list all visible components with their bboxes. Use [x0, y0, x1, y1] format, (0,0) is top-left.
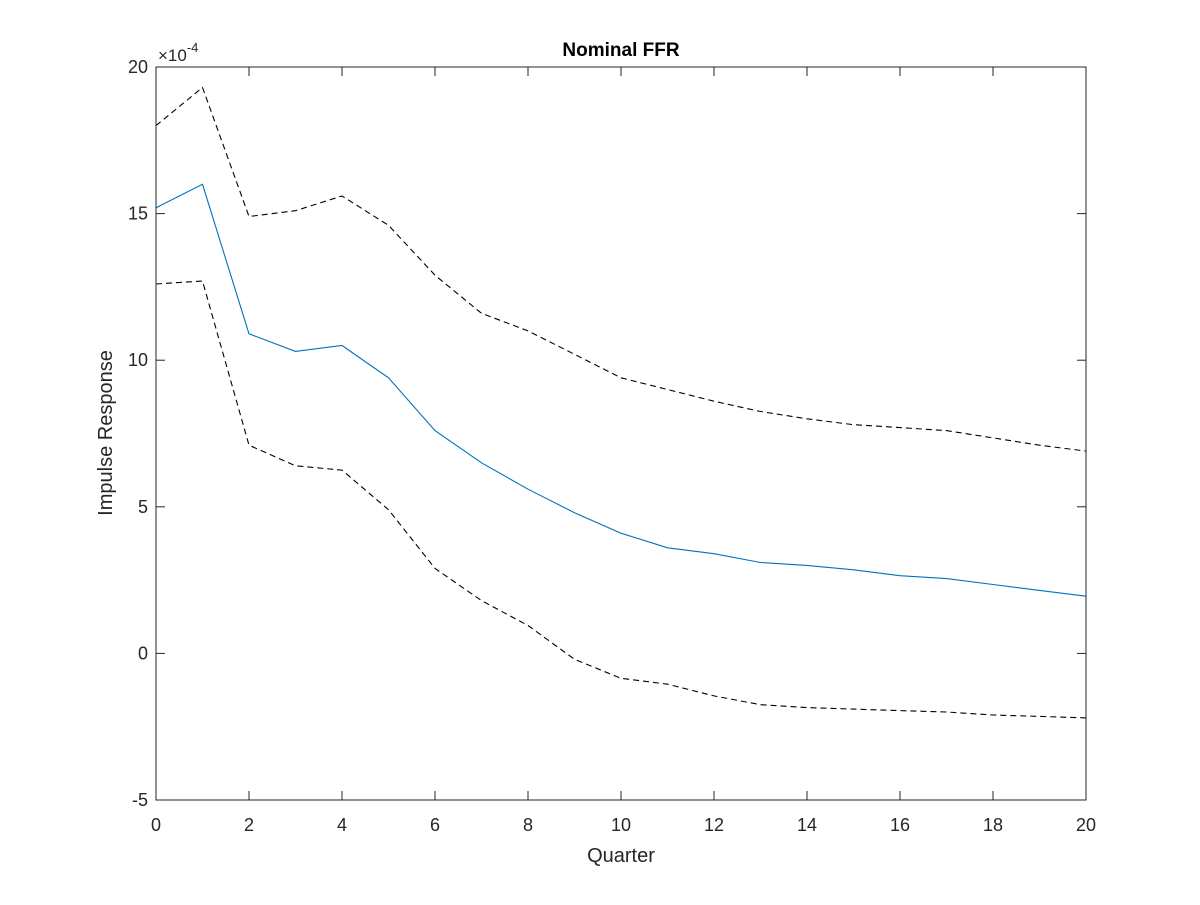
x-tick-label: 20 [1076, 815, 1096, 835]
exponent-power: -4 [187, 40, 199, 55]
x-tick-label: 4 [337, 815, 347, 835]
series-line-upper-band [155, 86, 1087, 452]
x-tick-label: 18 [983, 815, 1003, 835]
x-tick-label: 14 [797, 815, 817, 835]
chart-title: Nominal FFR [562, 40, 679, 61]
x-tick-label: 10 [611, 815, 631, 835]
x-tick-label: 8 [523, 815, 533, 835]
y-tick-label: -5 [132, 790, 148, 810]
y-tick-label: 15 [128, 204, 148, 224]
x-tick-label: 16 [890, 815, 910, 835]
y-tick-label: 0 [138, 643, 148, 663]
x-tick-label: 12 [704, 815, 724, 835]
plot-area [156, 67, 1086, 800]
y-tick-label: 5 [138, 497, 148, 517]
series-line-response [155, 183, 1087, 597]
exponent-base: ×10 [158, 46, 187, 65]
series-layer [155, 86, 1087, 719]
y-tick-label: 10 [128, 350, 148, 370]
y-axis-label: Impulse Response [95, 350, 117, 516]
x-axis-label: Quarter [587, 845, 655, 867]
y-tick-label: 20 [128, 57, 148, 77]
x-tick-label: 0 [151, 815, 161, 835]
axes-box [155, 66, 1087, 801]
x-tick-label: 6 [430, 815, 440, 835]
x-tick-label: 2 [244, 815, 254, 835]
series-line-lower-band [155, 280, 1087, 719]
y-axis-exponent: ×10-4 [158, 40, 198, 65]
